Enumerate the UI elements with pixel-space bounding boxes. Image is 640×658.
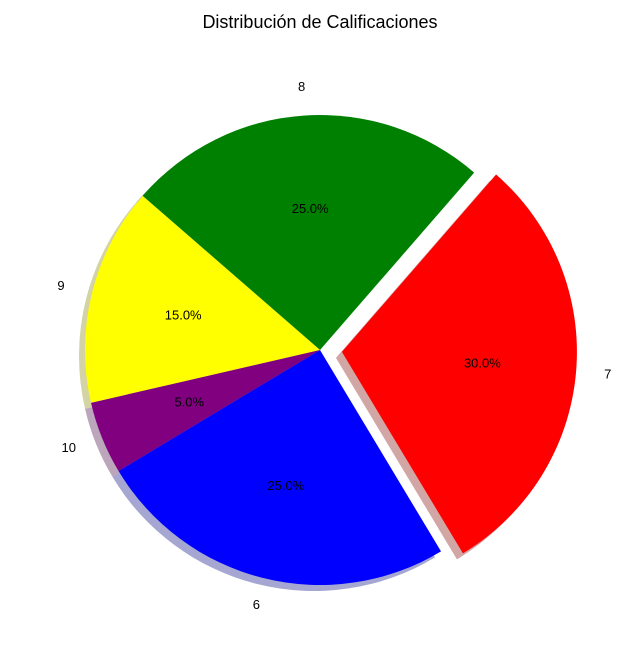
pie-outer-label: 6 (253, 597, 260, 612)
pie-outer-label: 8 (298, 79, 305, 94)
pie-outer-label: 10 (61, 440, 75, 455)
pie-chart-container: Distribución de Calificaciones 25.0%15.0… (0, 0, 640, 658)
pie-pct-label: 25.0% (267, 478, 304, 493)
pie-pct-label: 25.0% (292, 201, 329, 216)
pie-pct-label: 15.0% (165, 307, 202, 322)
pie-pct-label: 30.0% (464, 356, 501, 371)
pie-chart: 25.0% 15.0% 5.0% 25.0% 30.0% 8 9 10 6 7 (0, 0, 640, 658)
pie-pct-label: 5.0% (174, 394, 204, 409)
pie-outer-label: 7 (604, 366, 611, 381)
pie-outer-label: 9 (57, 278, 64, 293)
